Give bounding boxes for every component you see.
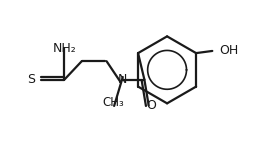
Text: OH: OH — [219, 44, 239, 57]
Text: O: O — [146, 99, 156, 112]
Text: NH₂: NH₂ — [52, 42, 76, 55]
Text: CH₃: CH₃ — [102, 96, 124, 109]
Text: S: S — [27, 73, 35, 86]
Text: N: N — [118, 73, 127, 86]
